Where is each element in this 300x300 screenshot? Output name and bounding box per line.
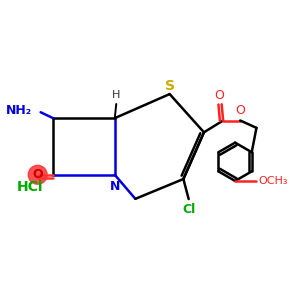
Text: S: S (165, 79, 175, 93)
Text: NH₂: NH₂ (6, 104, 32, 117)
Text: O: O (32, 168, 43, 181)
Text: OCH₃: OCH₃ (259, 176, 288, 186)
Text: N: N (110, 180, 120, 193)
Text: HCl: HCl (17, 180, 43, 194)
Text: O: O (214, 89, 224, 102)
Circle shape (28, 165, 47, 184)
Text: H: H (112, 90, 120, 100)
Text: O: O (235, 104, 245, 117)
Text: Cl: Cl (182, 202, 195, 216)
